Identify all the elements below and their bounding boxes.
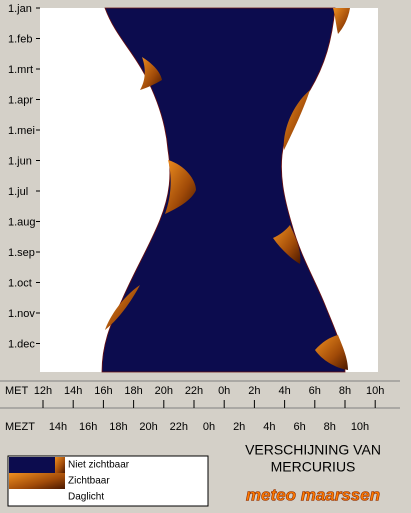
legend: Niet zichtbaar Zichtbaar Daglicht [7,455,209,507]
legend-swatch [9,473,65,489]
visible-periods [105,8,350,370]
month-label: 1.sep [8,247,35,259]
month-label: 1.jun [8,155,32,167]
title: MERCURIUS [271,459,356,475]
mezt-hour: 16h [79,421,97,433]
legend-label: Niet zichtbaar [68,460,130,471]
title: VERSCHIJNING VAN [245,442,381,458]
mezt-hour: 20h [139,421,157,433]
mezt-hour: 2h [233,421,245,433]
met-hour: 6h [309,385,321,397]
met-hour: 10h [366,385,384,397]
mezt-hour: 10h [351,421,369,433]
month-label: 1.aug [8,216,36,228]
mezt-hour: 6h [293,421,305,433]
month-label: 1.nov [8,308,35,320]
month-label: 1.dec [8,338,35,350]
month-label: 1.mrt [8,64,33,76]
met-hour: 14h [64,385,82,397]
month-label: 1.jul [8,186,28,198]
legend-label: Daglicht [68,492,104,503]
month-label: 1.apr [8,94,33,106]
mezt-hour: 4h [263,421,275,433]
mezt-label: MEZT [5,421,35,433]
mezt-hour: 14h [49,421,67,433]
month-label: 1.mei [8,125,35,137]
mezt-hour: 8h [324,421,336,433]
brand: meteo maarssen [246,485,380,504]
met-hour: 4h [278,385,290,397]
legend-swatch [9,457,57,473]
met-hour: 16h [94,385,112,397]
met-label: MET [5,385,29,397]
met-hour: 18h [124,385,142,397]
mezt-hour: 22h [170,421,188,433]
mezt-hour: 0h [203,421,215,433]
legend-label: Zichtbaar [68,476,110,487]
met-hour: 22h [185,385,203,397]
met-hour: 12h [34,385,52,397]
met-hour: 20h [155,385,173,397]
met-hour: 8h [339,385,351,397]
month-label: 1.oct [8,277,32,289]
met-hour: 2h [248,385,260,397]
month-label: 1.jan [8,3,32,15]
legend-swatch [55,457,65,473]
mezt-hour: 18h [109,421,127,433]
month-label: 1.feb [8,33,32,45]
met-hour: 0h [218,385,230,397]
